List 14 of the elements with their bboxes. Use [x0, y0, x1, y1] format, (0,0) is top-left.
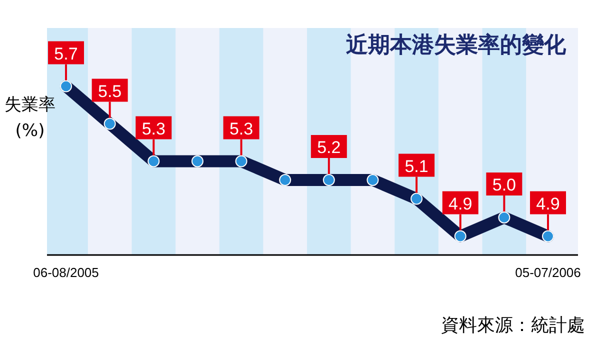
data-label: 5.3	[229, 119, 254, 138]
data-label: 4.9	[536, 194, 560, 214]
data-label: 5.5	[98, 82, 122, 101]
data-label: 4.9	[448, 194, 472, 214]
x-tick-label: 06-08/2005	[33, 265, 99, 280]
data-label: 5.7	[54, 44, 78, 64]
chart-title: 近期本港失業率的變化	[345, 32, 567, 58]
source-note: 資料來源：統計處	[441, 315, 585, 336]
y-axis-title: 失業率 (%)	[4, 95, 56, 141]
data-label: 5.1	[404, 156, 428, 176]
data-label: 5.2	[317, 138, 341, 157]
x-tick-label: 05-07/2006	[515, 265, 581, 280]
data-label: 5.3	[142, 119, 166, 138]
data-label: 5.0	[492, 176, 516, 194]
